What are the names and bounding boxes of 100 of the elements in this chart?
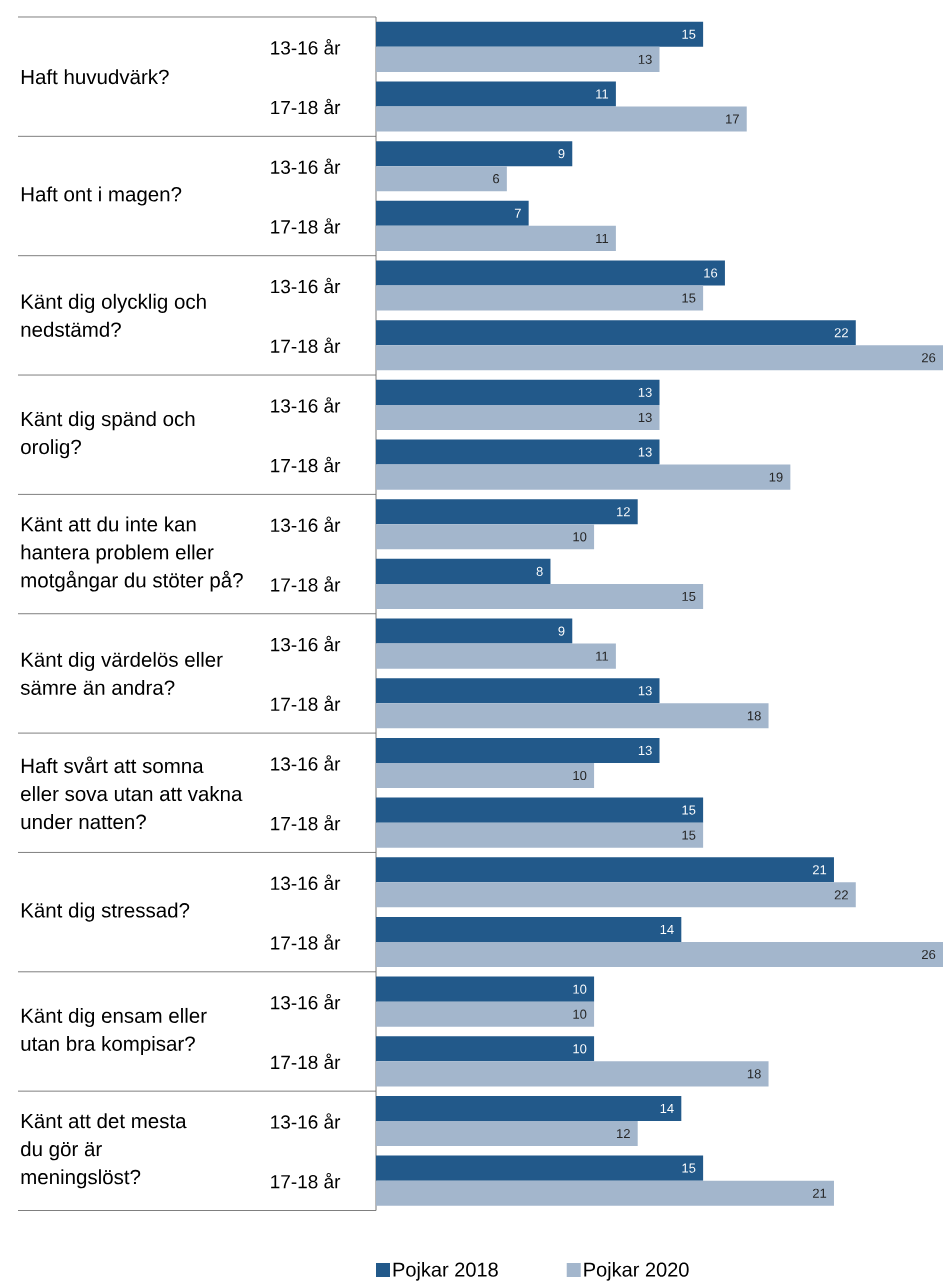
- data-label: 13: [638, 54, 652, 64]
- y-tick-label: 17-18 år: [271, 218, 341, 234]
- y-tick-label: 13-16 år: [271, 397, 341, 413]
- bar: [376, 618, 573, 644]
- legend-label: Pojkar 2020: [584, 1262, 689, 1281]
- y-tick-label: 17-18 år: [271, 337, 341, 353]
- y-tick-label: 13-16 år: [271, 1113, 341, 1129]
- y-tick-label: 17-18 år: [271, 934, 341, 950]
- bar: [376, 916, 682, 942]
- data-label: 15: [682, 591, 696, 601]
- data-label: 15: [682, 293, 696, 303]
- legend-label: Pojkar 2018: [393, 1262, 498, 1281]
- data-label: 21: [812, 865, 827, 875]
- y-tick-label: 13-16 år: [271, 516, 341, 532]
- data-label: 11: [596, 89, 609, 99]
- text: Känt att det mesta du gör är meningslöst?: [21, 1113, 187, 1189]
- bar: [376, 81, 616, 107]
- bar: [376, 46, 660, 72]
- text: Känt att du inte kan hantera problem eller motgångar du stöter på?: [21, 516, 243, 592]
- data-label: 14: [660, 1104, 674, 1113]
- bar: [376, 260, 725, 286]
- data-label: 7: [514, 208, 521, 218]
- y-tick-label: 13-16 år: [271, 993, 341, 1010]
- data-label: 10: [573, 532, 587, 542]
- bar: [376, 1155, 704, 1181]
- text: Haft ont i magen?: [21, 186, 182, 206]
- bar: [376, 524, 595, 550]
- data-label: 8: [536, 566, 543, 576]
- bar: [376, 737, 660, 763]
- y-tick-label: 13-16 år: [271, 635, 341, 652]
- bar: [376, 1095, 682, 1121]
- bar: [376, 941, 944, 968]
- data-label: 13: [638, 686, 652, 696]
- data-label: 13: [638, 447, 652, 457]
- data-label: 11: [596, 651, 609, 661]
- bar: [376, 1180, 834, 1206]
- bar: [376, 21, 704, 47]
- data-label: 15: [682, 830, 696, 840]
- bar: [376, 558, 551, 584]
- text: Haft huvudvärk?: [21, 69, 169, 85]
- data-label: 19: [769, 472, 783, 482]
- bar: [376, 1061, 769, 1087]
- data-label: 22: [834, 328, 848, 338]
- bar: [376, 379, 660, 405]
- y-tick-label: 13-16 år: [271, 39, 341, 55]
- y-tick-label: 17-18 år: [271, 576, 341, 592]
- data-label: 26: [922, 353, 936, 363]
- text: Känt dig olycklig och nedstämd?: [21, 293, 206, 337]
- bar: [376, 976, 595, 1002]
- data-label: 21: [812, 1188, 827, 1198]
- data-label: 10: [573, 770, 587, 781]
- data-label: 22: [834, 890, 848, 900]
- bar: [376, 882, 856, 908]
- y-tick-label: 17-18 år: [271, 456, 341, 473]
- y-tick-label: 13-16 år: [271, 277, 341, 294]
- text: Känt dig ensam eller utan bra kompisar?: [21, 1007, 207, 1056]
- bar: [376, 762, 595, 789]
- data-label: 9: [558, 626, 565, 636]
- data-label: 18: [747, 1069, 761, 1079]
- data-label: 15: [682, 805, 696, 815]
- bar: [376, 703, 769, 729]
- bar: [376, 1001, 595, 1027]
- bar: [376, 822, 704, 848]
- data-label: 18: [747, 711, 761, 721]
- bar: [376, 583, 704, 609]
- bar: [376, 200, 529, 226]
- data-label: 10: [573, 984, 587, 994]
- data-label: 16: [704, 268, 718, 278]
- data-label: 13: [638, 745, 652, 756]
- data-label: 15: [682, 1163, 696, 1173]
- bar: [376, 141, 573, 167]
- data-label: 14: [660, 924, 674, 934]
- bar: [376, 857, 834, 883]
- data-label: 12: [617, 1128, 630, 1139]
- bar: [376, 439, 660, 465]
- bar: [376, 225, 616, 251]
- data-label: 10: [573, 1009, 587, 1019]
- bar: [376, 797, 704, 823]
- y-tick-label: 17-18 år: [271, 1172, 341, 1189]
- bar: [376, 345, 944, 371]
- bar: [376, 499, 638, 525]
- y-tick-label: 17-18 år: [271, 1053, 341, 1070]
- data-label: 12: [617, 507, 630, 517]
- y-tick-label: 17-18 år: [271, 98, 341, 115]
- bar: [376, 166, 507, 192]
- text: Känt dig spänd och orolig?: [21, 411, 195, 459]
- data-label: 13: [638, 412, 652, 423]
- y-tick-label: 13-16 år: [271, 874, 341, 891]
- data-label: 17: [726, 114, 739, 124]
- data-label: 15: [682, 29, 696, 39]
- text: Känt dig stressad?: [21, 902, 190, 922]
- bar: [376, 1121, 638, 1147]
- y-tick-label: 13-16 år: [271, 755, 341, 771]
- data-label: 13: [638, 387, 652, 397]
- bar: [376, 678, 660, 704]
- data-label: 11: [596, 233, 609, 243]
- bar: [376, 285, 704, 311]
- text: Känt dig värdelös eller sämre än andra?: [20, 651, 223, 695]
- bar: [376, 404, 660, 430]
- bar: [376, 106, 747, 132]
